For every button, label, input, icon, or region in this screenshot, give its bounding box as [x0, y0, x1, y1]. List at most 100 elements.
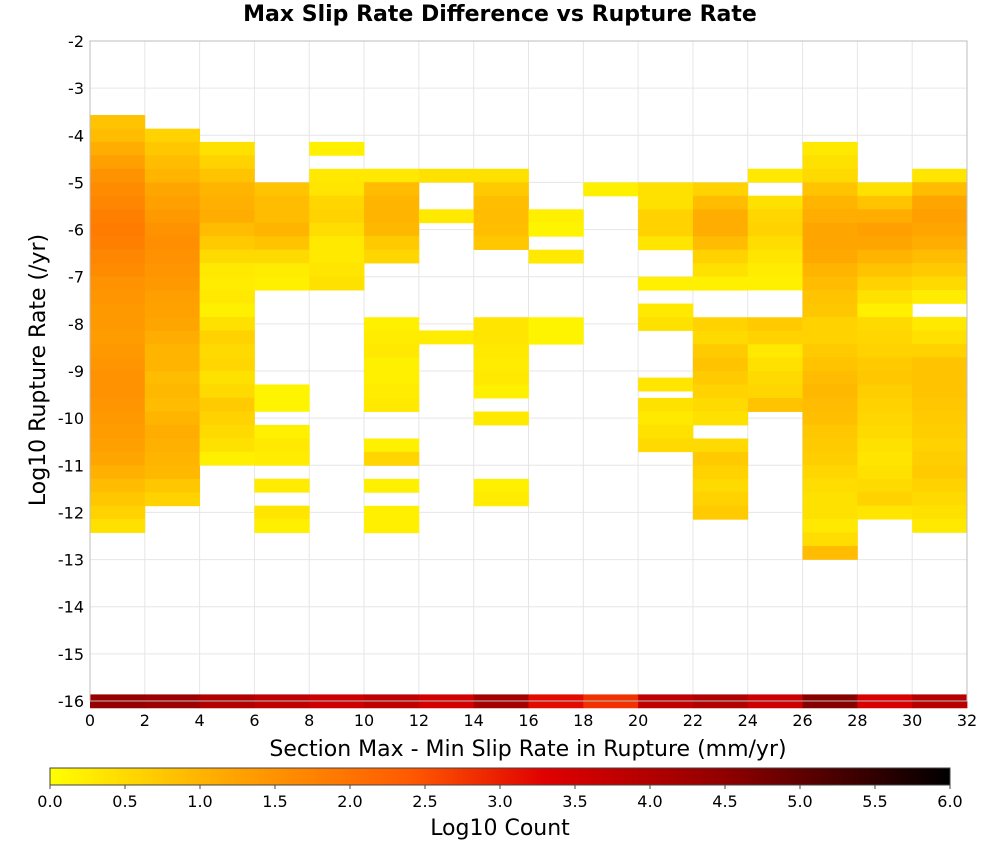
- heatmap-cell: [199, 424, 255, 439]
- heatmap-cell: [857, 370, 913, 385]
- heatmap-cell: [912, 276, 968, 291]
- heatmap-cell: [364, 182, 420, 197]
- x-tick-label: 20: [628, 711, 648, 730]
- x-tick-label: 26: [792, 711, 812, 730]
- heatmap-cell: [692, 411, 749, 426]
- heatmap-cell: [638, 377, 694, 392]
- heatmap-cell: [802, 505, 858, 520]
- heatmap-cell: [90, 505, 146, 520]
- heatmap-cell: [309, 263, 365, 277]
- heatmap-cell: [528, 222, 584, 237]
- colorbar-tick-label: 4.5: [712, 792, 737, 811]
- heatmap-cell: [857, 397, 913, 412]
- heatmap-cell: [747, 317, 803, 332]
- heatmap-cell: [144, 438, 201, 453]
- heatmap-cell: [90, 330, 146, 345]
- heatmap-cell: [912, 518, 968, 533]
- y-tick-label: -6: [68, 221, 84, 240]
- heatmap-cell: [473, 168, 529, 183]
- heatmap-cell: [692, 492, 749, 507]
- colorbar: [49, 767, 951, 786]
- x-axis-ticks: 0 2 4 6 8 10 12 14 16 18 20 22 24 26 28 30 32: [85, 711, 977, 730]
- heatmap-cell: [90, 115, 146, 129]
- heatmap-cell: [912, 263, 968, 277]
- heatmap-cell: [90, 236, 146, 251]
- heatmap-cell: [638, 236, 694, 251]
- heatmap-cell: [473, 222, 529, 237]
- heatmap-cell: [912, 209, 968, 224]
- x-tick-label: 22: [683, 711, 703, 730]
- heatmap-cell: [199, 357, 255, 372]
- heatmap-cell: [912, 384, 968, 399]
- heatmap-cell: [857, 411, 913, 426]
- heatmap-cell: [199, 276, 255, 291]
- colorbar-tick-label: 3.5: [562, 792, 587, 811]
- heatmap-cell: [802, 303, 858, 318]
- heatmap-cell: [90, 424, 146, 439]
- heatmap-cell: [692, 276, 749, 291]
- heatmap-cell: [912, 451, 968, 466]
- heatmap-cell: [912, 236, 968, 250]
- heatmap-cell: [144, 371, 201, 385]
- heatmap-cell: [144, 424, 201, 439]
- heatmap-cell: [747, 236, 803, 250]
- colorbar-tick-label: 1.0: [187, 792, 212, 811]
- heatmap-cell: [90, 249, 146, 264]
- heatmap-cell: [802, 236, 858, 251]
- heatmap-cell: [144, 236, 201, 251]
- heatmap-cell: [90, 303, 146, 318]
- heatmap-cell: [638, 222, 694, 237]
- heatmap-cell: [254, 478, 310, 493]
- heatmap-cell: [912, 397, 968, 412]
- heatmap-cell: [144, 451, 201, 466]
- y-tick-label: -3: [68, 79, 84, 98]
- colorbar-tick-label: 1.5: [262, 792, 287, 811]
- heatmap-cell: [802, 384, 858, 399]
- heatmap-cell: [309, 195, 365, 210]
- heatmap-cell: [364, 438, 420, 453]
- heatmap-cell: [747, 168, 803, 183]
- colorbar-ticks: 0.0 0.5 1.0 1.5 2.0 2.5 3.0 3.5 4.0 4.5 5.0 5.5 6.0: [37, 785, 963, 811]
- colorbar-label: Log10 Count: [430, 816, 570, 841]
- heatmap-cell: [199, 290, 255, 304]
- heatmap-cell: [692, 344, 749, 359]
- x-tick-label: 24: [738, 711, 758, 730]
- heatmap-cell: [857, 438, 913, 453]
- heatmap-cell: [638, 397, 694, 412]
- heatmap-cell: [473, 182, 529, 197]
- heatmap-cell: [692, 182, 749, 197]
- heatmap-cell: [309, 222, 365, 237]
- heatmap-cell: [692, 451, 749, 466]
- heatmap-cell: [144, 222, 201, 237]
- heatmap-cell: [802, 532, 858, 547]
- x-tick-label: 0: [85, 711, 95, 730]
- heatmap-cell: [144, 357, 201, 372]
- heatmap-cell: [309, 209, 365, 224]
- heatmap-cell: [528, 209, 584, 224]
- heatmap-cell: [144, 317, 201, 332]
- colorbar-tick-label: 0.5: [112, 792, 137, 811]
- heatmap-cell: [912, 330, 968, 345]
- heatmap-cell: [912, 478, 968, 493]
- heatmap-cell: [912, 424, 968, 439]
- x-tick-label: 2: [140, 711, 150, 730]
- heatmap-cell: [857, 249, 913, 264]
- heatmap-cell: [364, 249, 420, 264]
- x-tick-label: 18: [573, 711, 593, 730]
- heatmap-cell: [254, 209, 310, 224]
- heatmap-cell: [199, 249, 255, 264]
- heatmap-cell: [90, 519, 146, 533]
- heatmap-cell: [802, 465, 858, 480]
- heatmap-cell: [857, 317, 913, 331]
- heatmap-cell: [692, 398, 749, 412]
- heatmap-cell: [747, 263, 803, 277]
- heatmap-cell: [364, 478, 420, 493]
- heatmap-cell: [254, 195, 310, 210]
- heatmap-cell: [144, 411, 201, 426]
- heatmap-cell: [912, 343, 968, 358]
- y-tick-label: -7: [68, 268, 84, 287]
- heatmap-cell: [90, 276, 146, 291]
- heatmap-cell: [364, 209, 420, 224]
- heatmap-cell: [473, 357, 529, 372]
- heatmap-cell: [199, 222, 255, 237]
